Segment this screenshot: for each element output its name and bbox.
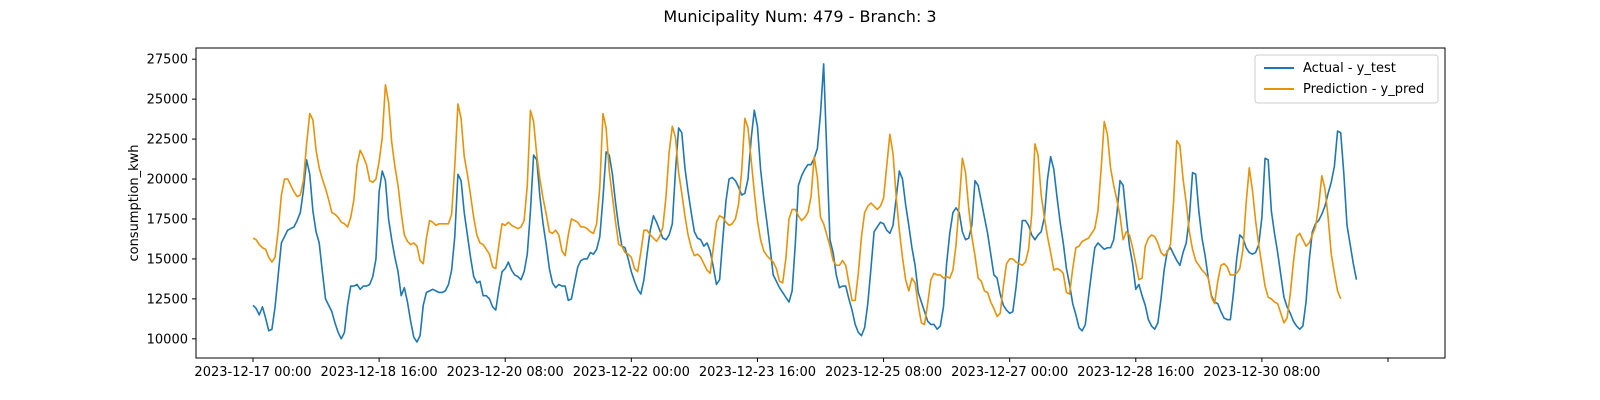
series-line-actual (252, 63, 1358, 343)
y-tick-label: 20000 (147, 173, 188, 188)
x-tick-label: 2023-12-20 08:00 (447, 365, 564, 380)
series-line-prediction (252, 83, 1342, 326)
y-tick-label: 10000 (147, 332, 188, 347)
x-tick-label: 2023-12-22 00:00 (573, 365, 690, 380)
x-tick-label: 2023-12-23 16:00 (699, 365, 816, 380)
legend-box (1254, 54, 1439, 104)
y-axis: 10000 12500 15000 17500 20000 22500 25000 27500 (147, 53, 196, 347)
chart-title: Municipality Num: 479 - Branch: 3 (663, 7, 936, 26)
y-tick-label: 27500 (147, 53, 188, 68)
x-tick-label: 2023-12-30 08:00 (1203, 365, 1320, 380)
x-tick-label: 2023-12-17 00:00 (194, 365, 311, 380)
legend-label-prediction: Prediction - y_pred (1303, 82, 1424, 97)
y-tick-label: 17500 (147, 212, 188, 227)
y-tick-label: 15000 (147, 252, 188, 267)
series-layer (252, 63, 1358, 343)
y-tick-label: 22500 (147, 133, 188, 148)
x-tick-label: 2023-12-27 00:00 (951, 365, 1068, 380)
y-tick-label: 12500 (147, 292, 188, 307)
x-axis: 2023-12-17 00:00 2023-12-18 16:00 2023-12-… (194, 358, 1389, 380)
x-tick-label: 2023-12-18 16:00 (321, 365, 438, 380)
legend: Actual - y_test Prediction - y_pred (1254, 54, 1439, 104)
x-tick-label: 2023-12-28 16:00 (1077, 365, 1194, 380)
x-tick-label: 2023-12-25 08:00 (825, 365, 942, 380)
y-tick-label: 25000 (147, 93, 188, 108)
y-axis-label: consumption_kwh (127, 144, 142, 261)
plot-frame (195, 47, 1446, 359)
legend-label-actual: Actual - y_test (1303, 61, 1396, 76)
